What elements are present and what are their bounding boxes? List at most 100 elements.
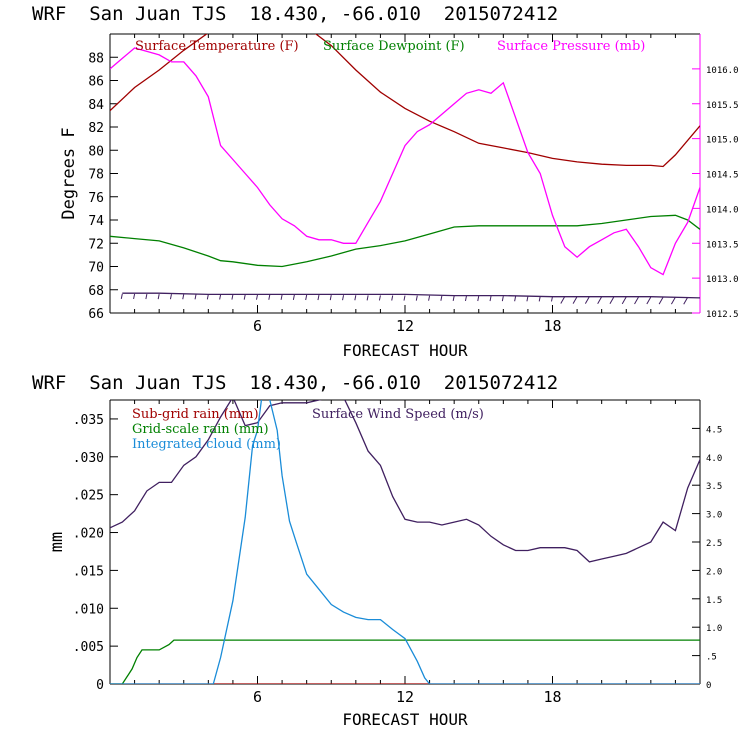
- wind-barb: [169, 294, 172, 300]
- y-tick-label: 86: [88, 75, 104, 90]
- y-tick-label: 66: [88, 307, 104, 322]
- wind-barb: [551, 296, 553, 302]
- surface-pressure-mb-line: [110, 47, 700, 276]
- y2-tick-label: 1012.5: [706, 310, 739, 320]
- x-tick-label: 6: [253, 688, 262, 706]
- grid-scale-rain-mm-line: [110, 639, 700, 684]
- y-tick-label: 74: [88, 214, 104, 229]
- wind-barb: [317, 294, 320, 301]
- wind-barb: [292, 294, 295, 301]
- plot-area: [110, 400, 700, 684]
- wind-barb: [584, 296, 590, 304]
- wind-barb: [560, 296, 566, 304]
- temperature-pressure-chart: WRF San Juan TJS 18.430, -66.010 2015072…: [32, 3, 739, 360]
- y-axis-label: Degrees F: [59, 127, 79, 219]
- y2-tick-label: 3.0: [706, 511, 722, 521]
- x-tick-label: 6: [253, 317, 262, 335]
- wind-barb: [428, 295, 431, 301]
- x-tick-label: 12: [396, 688, 414, 706]
- y-tick-label: 84: [88, 98, 104, 113]
- surface-temperature-f-line: [110, 34, 700, 168]
- chart-title: WRF San Juan TJS 18.430, -66.010 2015072…: [32, 3, 558, 25]
- legend-entry: Surface Dewpoint (F): [323, 39, 465, 54]
- wind-barb: [646, 296, 652, 305]
- wind-barb: [501, 296, 504, 302]
- wind-barb: [329, 295, 332, 301]
- y-tick-label: .015: [73, 564, 104, 579]
- legend-entry: Surface Temperature (F): [135, 39, 299, 54]
- x-tick-label: 18: [543, 688, 561, 706]
- wind-barb: [391, 295, 394, 301]
- legend-entry: Sub-grid rain (mm): [132, 407, 259, 422]
- wind-barb: [572, 296, 578, 304]
- legend-entry: Integrated cloud (mm): [132, 437, 281, 452]
- y2-tick-label: 2.5: [706, 539, 722, 549]
- wind-barb: [120, 293, 123, 299]
- y2-tick-label: 1013.0: [706, 275, 739, 285]
- y-tick-label: 78: [88, 168, 104, 183]
- wind-barb: [280, 294, 283, 300]
- y-tick-label: .030: [73, 451, 104, 466]
- legend-entry: Surface Pressure (mb): [497, 39, 645, 54]
- wind-barb: [464, 295, 467, 302]
- chart-title: WRF San Juan TJS 18.430, -66.010 2015072…: [32, 372, 558, 394]
- wind-barb: [145, 293, 148, 300]
- wind-barb: [683, 296, 689, 305]
- y2-tick-label: 4.5: [706, 425, 722, 435]
- wind-barb: [415, 295, 418, 301]
- wind-barb: [157, 294, 160, 300]
- legend-entry: Grid-scale rain (mm): [132, 422, 269, 437]
- wind-barb: [658, 296, 664, 305]
- y-tick-label: 82: [88, 121, 104, 136]
- wind-barb: [634, 296, 639, 305]
- wind-barb: [538, 296, 541, 302]
- integrated-cloud-mm-line: [110, 400, 700, 684]
- y-tick-label: 0: [96, 678, 104, 693]
- wind-barb: [206, 294, 209, 300]
- wind-barb: [477, 295, 480, 302]
- wind-barb: [342, 295, 345, 301]
- y2-tick-label: 1.0: [706, 624, 722, 634]
- x-axis-label: FORECAST HOUR: [342, 710, 468, 729]
- wind-barb: [514, 296, 517, 302]
- y-tick-label: 70: [88, 261, 104, 276]
- wind-barb: [378, 295, 381, 301]
- wind-barb: [219, 294, 222, 300]
- x-tick-label: 12: [396, 317, 414, 335]
- y-tick-label: .005: [73, 640, 104, 655]
- wind-barb: [489, 295, 492, 302]
- wind-barb: [440, 295, 443, 301]
- legend-entry: Surface Wind Speed (m/s): [312, 407, 484, 422]
- wind-barb: [182, 294, 185, 300]
- wind-barb: [243, 294, 246, 300]
- y-tick-label: .010: [73, 602, 104, 617]
- y2-tick-label: 2.0: [706, 567, 722, 577]
- y2-tick-label: 1014.5: [706, 171, 739, 181]
- y2-tick-label: 4.0: [706, 454, 722, 464]
- wind-barb: [403, 295, 406, 301]
- wind-barb: [366, 295, 369, 301]
- wind-barb: [305, 294, 308, 301]
- wind-barb: [526, 296, 529, 302]
- wind-barb: [354, 295, 357, 301]
- y-axis-label: mm: [47, 532, 67, 552]
- wind-barb: [597, 296, 603, 304]
- wind-barb: [231, 294, 234, 300]
- y-tick-label: 88: [88, 51, 104, 66]
- wind-barb: [133, 293, 136, 300]
- y-tick-label: .035: [73, 413, 104, 428]
- wind-barb: [256, 294, 258, 300]
- surface-wind-speed-m-s-line: [110, 400, 700, 563]
- y2-tick-label: .5: [706, 653, 717, 663]
- y-tick-label: 72: [88, 237, 104, 252]
- y2-tick-label: 0: [706, 681, 711, 691]
- y2-tick-label: 1013.5: [706, 240, 739, 250]
- surface-dewpoint-f-line: [110, 214, 700, 268]
- wind-barb: [609, 296, 615, 305]
- y2-tick-label: 1016.0: [706, 66, 739, 76]
- y-tick-label: .020: [73, 527, 104, 542]
- y-tick-label: 68: [88, 284, 104, 299]
- x-axis-label: FORECAST HOUR: [342, 341, 468, 360]
- x-tick-label: 18: [543, 317, 561, 335]
